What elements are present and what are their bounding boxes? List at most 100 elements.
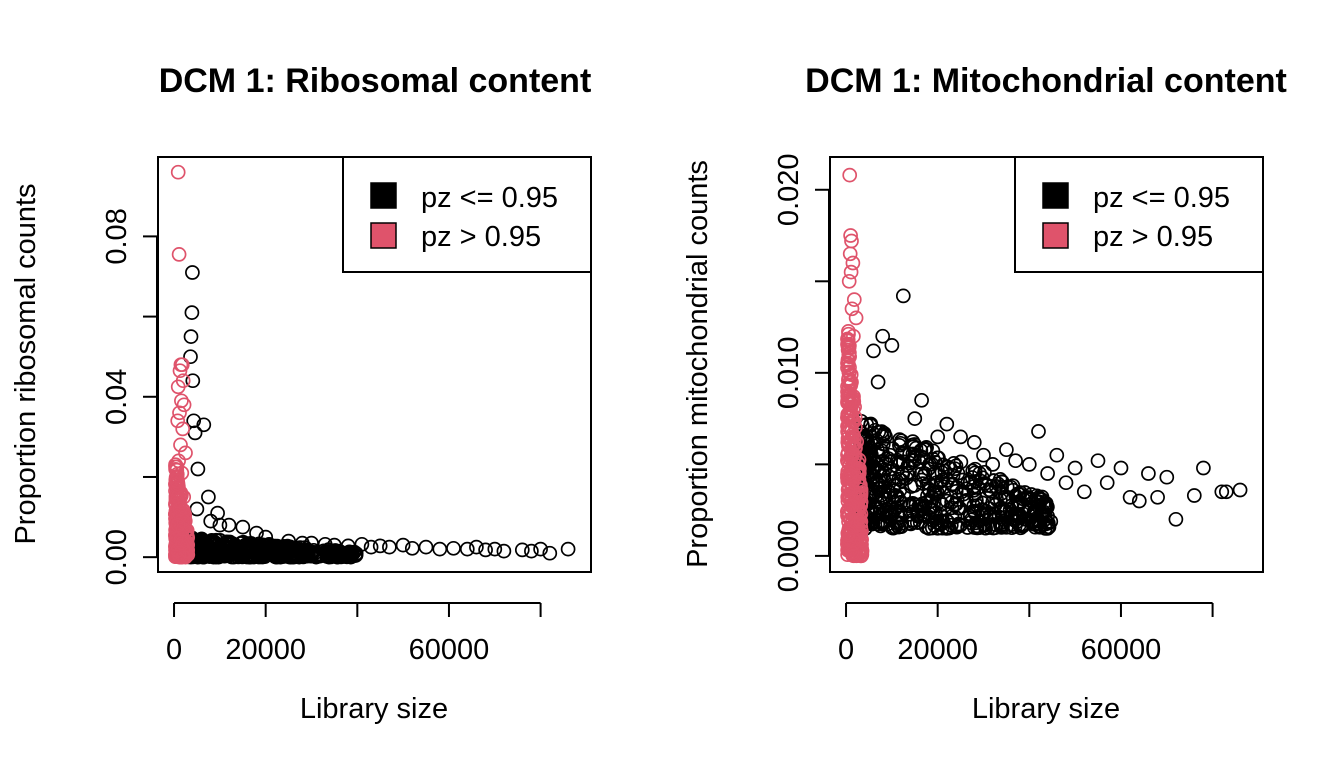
data-point — [1214, 484, 1230, 500]
data-point — [946, 456, 962, 471]
data-point — [840, 503, 856, 519]
data-point — [196, 549, 211, 565]
data-point — [914, 496, 930, 512]
data-point — [939, 416, 955, 432]
data-point — [173, 437, 188, 453]
data-point — [916, 450, 931, 466]
data-point — [993, 501, 1009, 517]
data-point — [843, 264, 859, 280]
y-axis: 0.000 0.010 0.020 — [773, 153, 830, 593]
data-point — [840, 482, 856, 498]
data-point — [989, 492, 1004, 507]
data-point — [168, 531, 184, 547]
data-point — [1027, 517, 1043, 532]
data-point — [974, 506, 990, 522]
data-point — [418, 539, 434, 555]
data-point — [1029, 488, 1045, 504]
data-point — [187, 425, 203, 441]
y-tick-label: 0.08 — [101, 208, 133, 264]
data-point — [446, 540, 461, 556]
data-point — [172, 405, 187, 421]
data-point — [212, 517, 228, 533]
data-point — [172, 501, 188, 517]
data-point — [221, 517, 237, 533]
data-point — [853, 514, 869, 530]
data-point — [863, 418, 878, 433]
data-point — [1076, 484, 1092, 500]
data-point — [201, 489, 216, 505]
data-point — [203, 513, 219, 529]
data-point — [841, 347, 857, 362]
data-point — [185, 265, 200, 280]
data-point — [1002, 502, 1018, 518]
data-point — [841, 273, 857, 289]
data-point — [894, 473, 910, 489]
data-point — [296, 546, 311, 562]
legend-label: pz <= 0.95 — [1093, 182, 1230, 214]
y-tick-label: 0.000 — [773, 520, 805, 593]
data-point — [851, 463, 867, 479]
data-point — [850, 517, 866, 533]
data-point — [210, 505, 225, 521]
data-point — [920, 488, 935, 504]
data-point — [943, 517, 959, 533]
legend-label: pz > 0.95 — [421, 221, 541, 253]
data-point — [183, 349, 198, 365]
data-point — [842, 386, 858, 402]
legend-label: pz <= 0.95 — [421, 182, 558, 214]
y-tick-label: 0.020 — [773, 153, 805, 226]
legend-swatch-black — [370, 182, 397, 209]
data-point — [190, 461, 206, 477]
data-point — [354, 536, 370, 552]
data-point — [963, 515, 978, 531]
data-point — [947, 509, 963, 525]
x-tick-label: 60000 — [409, 634, 490, 666]
data-point — [985, 457, 1001, 472]
data-point — [884, 338, 900, 353]
data-point — [907, 437, 922, 452]
data-point — [1159, 469, 1175, 485]
data-point — [939, 493, 955, 509]
data-point — [496, 543, 512, 559]
data-point — [892, 432, 907, 447]
data-point — [974, 495, 990, 511]
data-point — [305, 545, 320, 560]
data-point — [934, 465, 950, 480]
data-point — [1196, 460, 1211, 476]
data-point — [1099, 475, 1115, 491]
data-point — [432, 541, 448, 557]
x-axis-label: Library size — [972, 693, 1120, 725]
data-point — [842, 468, 858, 484]
y-axis: 0.00 0.04 0.08 — [101, 208, 158, 585]
data-point — [514, 542, 530, 558]
data-point — [894, 433, 909, 449]
data-point — [294, 535, 310, 551]
data-point — [560, 541, 576, 557]
data-point — [1049, 447, 1065, 463]
data-point — [866, 343, 881, 359]
data-point — [487, 541, 503, 557]
data-point — [846, 292, 862, 307]
data-point — [841, 356, 856, 372]
data-point — [844, 301, 860, 317]
data-point — [170, 164, 186, 180]
data-point — [185, 373, 201, 389]
data-point — [1008, 453, 1023, 469]
data-point — [930, 429, 946, 445]
legend: pz <= 0.95 pz > 0.95 — [1014, 156, 1264, 273]
data-point — [870, 374, 886, 390]
data-point — [363, 539, 379, 555]
data-point — [1141, 466, 1156, 481]
data-point — [999, 442, 1014, 458]
x-axis-label: Library size — [300, 693, 448, 725]
data-point — [841, 525, 856, 541]
data-point — [404, 540, 420, 556]
x-tick-label: 20000 — [225, 634, 306, 666]
data-point — [317, 536, 333, 552]
data-point — [889, 452, 905, 468]
x-axis: 0 20000 60000 — [838, 602, 1214, 666]
data-point — [1031, 491, 1047, 507]
data-point — [952, 518, 968, 533]
data-point — [1031, 424, 1046, 439]
data-point — [874, 443, 890, 459]
